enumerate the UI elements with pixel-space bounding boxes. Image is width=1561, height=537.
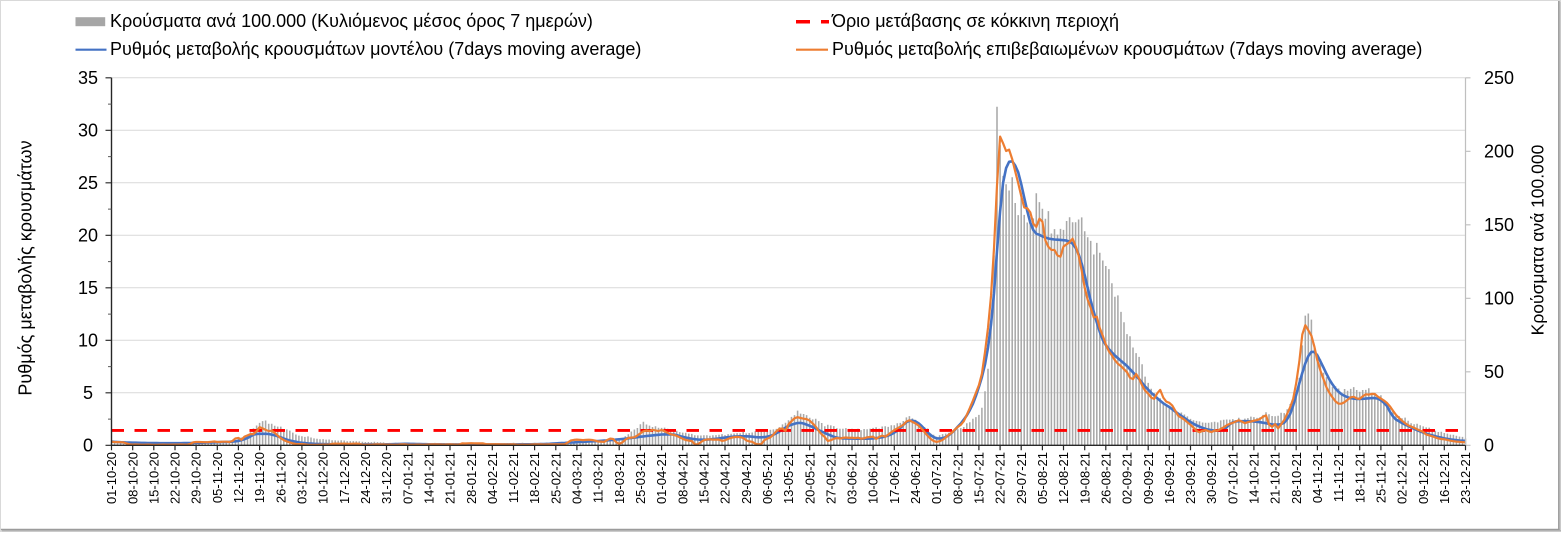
svg-text:06-05-21: 06-05-21 xyxy=(760,452,775,504)
svg-text:11-11-21: 11-11-21 xyxy=(1331,452,1346,502)
svg-text:08-04-21: 08-04-21 xyxy=(675,452,690,504)
svg-text:35: 35 xyxy=(78,68,98,88)
svg-text:17-12-20: 17-12-20 xyxy=(337,452,352,504)
svg-text:25-11-21: 25-11-21 xyxy=(1373,452,1388,503)
svg-text:04-11-21: 04-11-21 xyxy=(1310,452,1325,503)
svg-text:16-09-21: 16-09-21 xyxy=(1162,452,1177,504)
svg-text:12-11-20: 12-11-20 xyxy=(231,452,246,503)
svg-text:23-12-21: 23-12-21 xyxy=(1458,452,1473,504)
svg-text:15: 15 xyxy=(78,278,98,298)
svg-text:28-10-21: 28-10-21 xyxy=(1289,452,1304,504)
svg-text:Κρούσματα ανά 100.000: Κρούσματα ανά 100.000 xyxy=(1528,144,1548,335)
svg-text:13-05-21: 13-05-21 xyxy=(781,452,796,504)
svg-text:22-04-21: 22-04-21 xyxy=(718,452,733,504)
svg-text:15-07-21: 15-07-21 xyxy=(971,452,986,504)
svg-text:24-12-20: 24-12-20 xyxy=(358,452,373,504)
svg-text:02-12-21: 02-12-21 xyxy=(1395,452,1410,504)
svg-text:5: 5 xyxy=(83,383,93,403)
svg-text:15-04-21: 15-04-21 xyxy=(696,452,711,504)
svg-text:18-02-21: 18-02-21 xyxy=(527,452,542,504)
svg-text:09-12-21: 09-12-21 xyxy=(1416,452,1431,504)
svg-text:30: 30 xyxy=(78,121,98,141)
svg-text:02-09-21: 02-09-21 xyxy=(1120,452,1135,504)
svg-text:20: 20 xyxy=(78,226,98,246)
svg-text:50: 50 xyxy=(1484,362,1504,382)
svg-text:15-10-20: 15-10-20 xyxy=(146,452,161,504)
svg-text:22-07-21: 22-07-21 xyxy=(993,452,1008,504)
svg-text:10-06-21: 10-06-21 xyxy=(866,452,881,504)
svg-text:05-08-21: 05-08-21 xyxy=(1035,452,1050,504)
svg-text:29-04-21: 29-04-21 xyxy=(739,452,754,504)
svg-text:25-03-21: 25-03-21 xyxy=(633,452,648,504)
svg-text:14-10-21: 14-10-21 xyxy=(1246,452,1261,504)
svg-text:26-11-20: 26-11-20 xyxy=(273,452,288,503)
svg-text:26-08-21: 26-08-21 xyxy=(1098,452,1113,504)
svg-text:25: 25 xyxy=(78,173,98,193)
svg-text:27-05-21: 27-05-21 xyxy=(823,452,838,504)
svg-text:08-10-20: 08-10-20 xyxy=(125,452,140,504)
svg-text:150: 150 xyxy=(1484,215,1514,235)
svg-text:29-07-21: 29-07-21 xyxy=(1014,452,1029,504)
svg-text:19-11-20: 19-11-20 xyxy=(252,452,267,503)
svg-text:09-09-21: 09-09-21 xyxy=(1141,452,1156,504)
svg-text:01-07-21: 01-07-21 xyxy=(929,452,944,504)
svg-text:24-06-21: 24-06-21 xyxy=(908,452,923,504)
svg-text:03-12-20: 03-12-20 xyxy=(294,452,309,504)
svg-text:05-11-20: 05-11-20 xyxy=(210,452,225,503)
svg-text:18-03-21: 18-03-21 xyxy=(612,452,627,504)
svg-text:31-12-20: 31-12-20 xyxy=(379,452,394,504)
svg-text:Ρυθμός μεταβολής κρουσμάτων: Ρυθμός μεταβολής κρουσμάτων xyxy=(15,140,35,395)
svg-text:03-06-21: 03-06-21 xyxy=(845,452,860,504)
svg-text:04-02-21: 04-02-21 xyxy=(485,452,500,504)
svg-text:12-08-21: 12-08-21 xyxy=(1056,452,1071,504)
svg-text:200: 200 xyxy=(1484,142,1514,162)
svg-text:25-02-21: 25-02-21 xyxy=(548,452,563,504)
svg-text:29-10-20: 29-10-20 xyxy=(189,452,204,504)
svg-text:Όριο μετάβασης σε κόκκινη περι: Όριο μετάβασης σε κόκκινη περιοχή xyxy=(831,11,1119,31)
svg-text:08-07-21: 08-07-21 xyxy=(950,452,965,504)
svg-text:20-05-21: 20-05-21 xyxy=(802,452,817,504)
svg-text:04-03-21: 04-03-21 xyxy=(569,452,584,504)
svg-text:0: 0 xyxy=(83,436,93,456)
svg-text:07-01-21: 07-01-21 xyxy=(400,452,415,504)
svg-text:16-12-21: 16-12-21 xyxy=(1437,452,1452,504)
svg-text:0: 0 xyxy=(1484,436,1494,456)
svg-text:100: 100 xyxy=(1484,289,1514,309)
svg-text:14-01-21: 14-01-21 xyxy=(421,452,436,504)
svg-text:11-02-21: 11-02-21 xyxy=(506,452,521,503)
svg-text:07-10-21: 07-10-21 xyxy=(1225,452,1240,504)
svg-text:19-08-21: 19-08-21 xyxy=(1077,452,1092,504)
svg-text:21-10-21: 21-10-21 xyxy=(1268,452,1283,504)
svg-text:01-04-21: 01-04-21 xyxy=(654,452,669,504)
svg-text:Ρυθμός μεταβολής επιβεβαιωμένω: Ρυθμός μεταβολής επιβεβαιωμένων κρουσμάτ… xyxy=(832,39,1422,59)
svg-text:01-10-20: 01-10-20 xyxy=(104,452,119,504)
svg-text:17-06-21: 17-06-21 xyxy=(887,452,902,504)
svg-text:28-01-21: 28-01-21 xyxy=(464,452,479,504)
svg-text:11-03-21: 11-03-21 xyxy=(591,452,606,503)
svg-text:10-12-20: 10-12-20 xyxy=(316,452,331,504)
svg-text:23-09-21: 23-09-21 xyxy=(1183,452,1198,504)
svg-text:Κρούσματα ανά 100.000 (Κυλιόμε: Κρούσματα ανά 100.000 (Κυλιόμενος μέσος … xyxy=(110,11,593,31)
svg-text:10: 10 xyxy=(78,331,98,351)
svg-text:30-09-21: 30-09-21 xyxy=(1204,452,1219,504)
svg-text:21-01-21: 21-01-21 xyxy=(443,452,458,504)
svg-text:18-11-21: 18-11-21 xyxy=(1352,452,1367,503)
svg-text:22-10-20: 22-10-20 xyxy=(168,452,183,504)
svg-text:Ρυθμός μεταβολής κρουσμάτων μο: Ρυθμός μεταβολής κρουσμάτων μοντέλου (7d… xyxy=(110,39,641,59)
svg-text:250: 250 xyxy=(1484,68,1514,88)
